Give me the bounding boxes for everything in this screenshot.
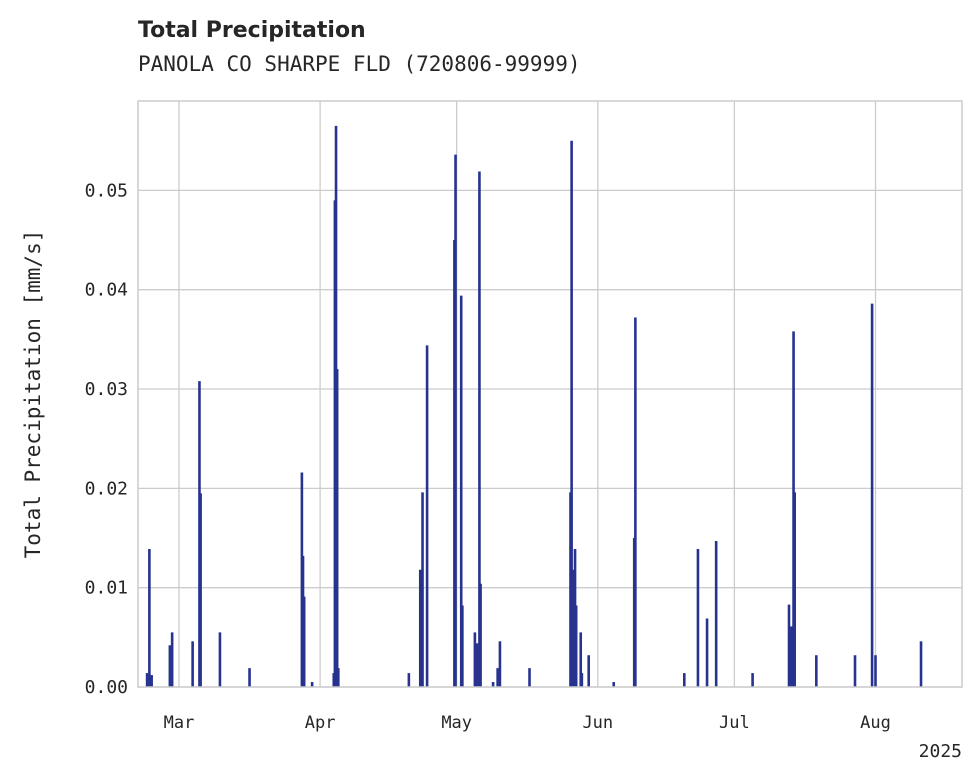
y-axis-label: Total Precipitation [mm/s] [21, 230, 45, 559]
grid-lines [138, 101, 962, 688]
x-axis-year-label: 2025 [919, 741, 962, 762]
y-tick-label: 0.03 [85, 379, 128, 400]
precipitation-bars [145, 125, 923, 687]
chart-title: Total Precipitation [138, 18, 366, 43]
y-tick-label: 0.01 [85, 578, 128, 599]
x-tick-label: May [441, 713, 472, 733]
x-tick-label: Aug [860, 713, 891, 733]
y-tick-label: 0.02 [85, 478, 128, 499]
x-tick-label: Apr [305, 713, 336, 733]
x-axis-ticks: Mar Apr May Jun Jul Aug [164, 713, 891, 733]
chart-subtitle: PANOLA CO SHARPE FLD (720806-99999) [138, 52, 581, 76]
y-tick-label: 0.05 [85, 180, 128, 201]
y-axis-ticks: 0.00 0.01 0.02 0.03 0.04 0.05 [85, 180, 128, 698]
x-tick-label: Jul [719, 713, 750, 733]
plot-frame [137, 100, 963, 688]
y-tick-label: 0.00 [85, 677, 128, 698]
x-tick-label: Mar [164, 713, 195, 733]
y-tick-label: 0.04 [85, 280, 128, 301]
x-tick-label: Jun [582, 713, 613, 733]
